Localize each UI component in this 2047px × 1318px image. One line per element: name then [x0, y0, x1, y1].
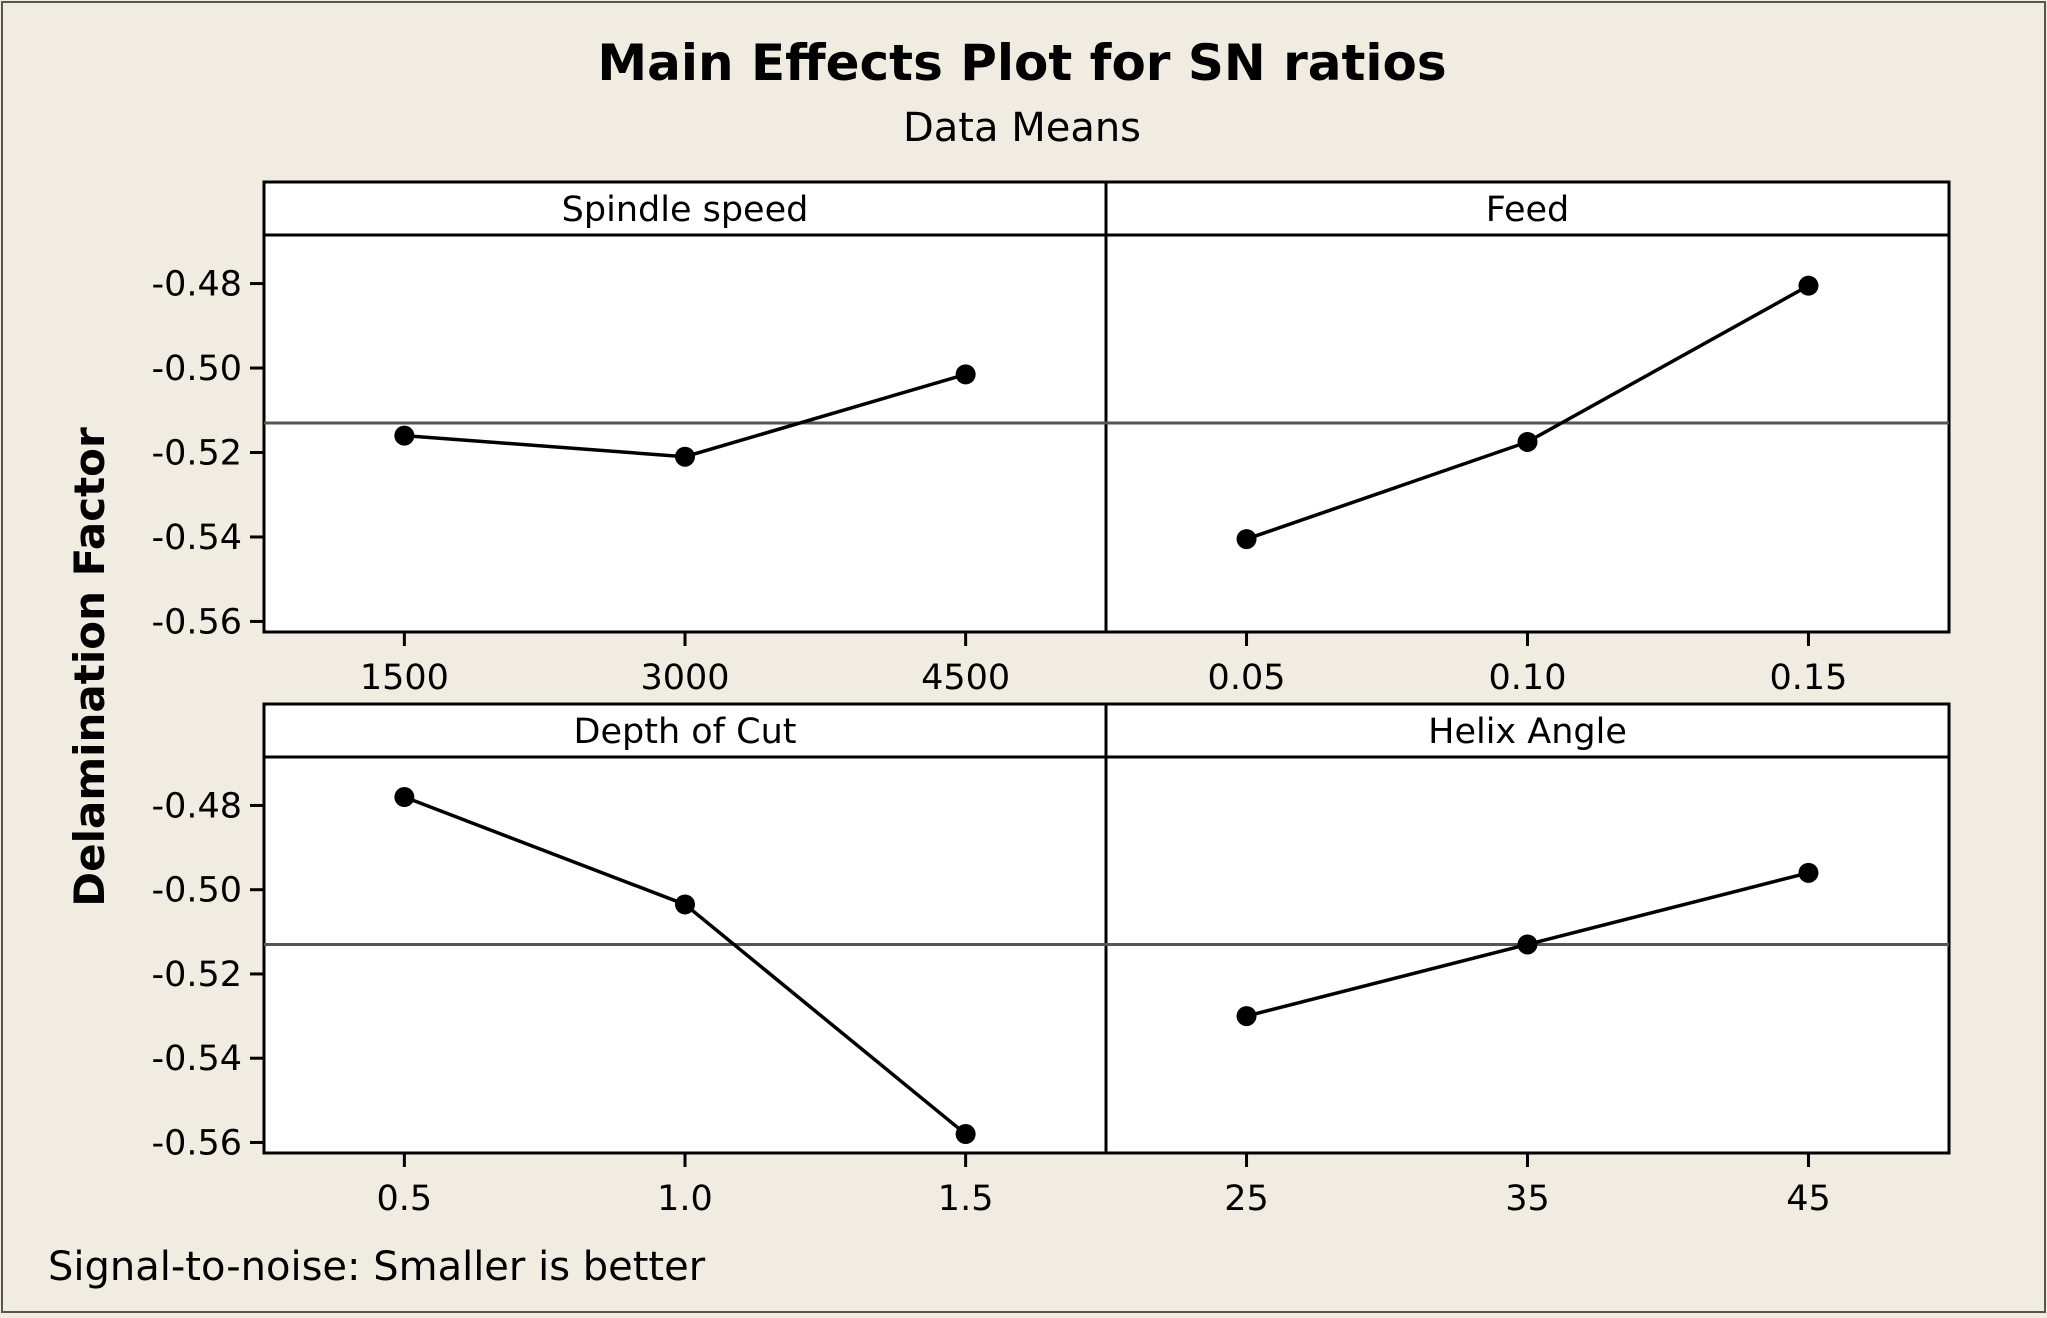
footnote: Signal-to-noise: Smaller is better: [48, 1244, 706, 1290]
data-point: [1517, 934, 1538, 955]
y-tick-label: -0.50: [151, 871, 242, 911]
data-point: [394, 787, 415, 808]
chart-title: Main Effects Plot for SN ratios: [597, 34, 1446, 92]
data-point: [394, 425, 415, 446]
data-point: [1517, 431, 1538, 452]
x-tick-label: 0.05: [1208, 658, 1286, 698]
y-tick-label: -0.56: [151, 1123, 242, 1163]
data-point: [675, 446, 695, 467]
data-point: [1798, 862, 1819, 883]
x-tick-label: 1500: [360, 658, 449, 698]
y-tick-label: -0.52: [151, 434, 242, 474]
y-tick-label: -0.48: [151, 265, 242, 305]
panel-title: Helix Angle: [1428, 712, 1627, 752]
panel-title: Spindle speed: [562, 190, 809, 230]
data-point: [1236, 1006, 1257, 1027]
x-tick-label: 25: [1224, 1179, 1269, 1219]
x-tick-label: 45: [1786, 1179, 1831, 1219]
y-axis-label: Delamination Factor: [65, 427, 114, 907]
panels-group: -0.48 -0.50 -0.52 -0.54 -0.56 Spindle speed 15…: [151, 180, 1951, 1219]
x-tick-label: 4500: [921, 658, 1010, 698]
data-point: [1798, 275, 1819, 296]
y-tick-label: -0.54: [151, 518, 242, 558]
x-tick-label: 0.15: [1770, 658, 1848, 698]
y-tick-label: -0.48: [151, 786, 242, 826]
y-tick-label: -0.50: [151, 349, 242, 389]
panel-title: Feed: [1486, 190, 1570, 230]
x-tick-label: 3000: [640, 658, 729, 698]
x-tick-label: 35: [1505, 1179, 1550, 1219]
data-point: [675, 894, 695, 915]
data-point: [955, 1124, 976, 1145]
data-point: [1236, 529, 1257, 550]
x-tick-label: 0.5: [377, 1179, 433, 1219]
x-tick-label: 1.0: [657, 1179, 713, 1219]
data-point: [955, 364, 976, 385]
y-tick-label: -0.56: [151, 602, 242, 642]
chart-subtitle: Data Means: [903, 105, 1141, 151]
panel-title: Depth of Cut: [574, 712, 797, 752]
y-tick-label: -0.52: [151, 955, 242, 995]
x-tick-label: 1.5: [938, 1179, 994, 1219]
y-tick-label: -0.54: [151, 1039, 242, 1079]
x-tick-label: 0.10: [1489, 658, 1567, 698]
